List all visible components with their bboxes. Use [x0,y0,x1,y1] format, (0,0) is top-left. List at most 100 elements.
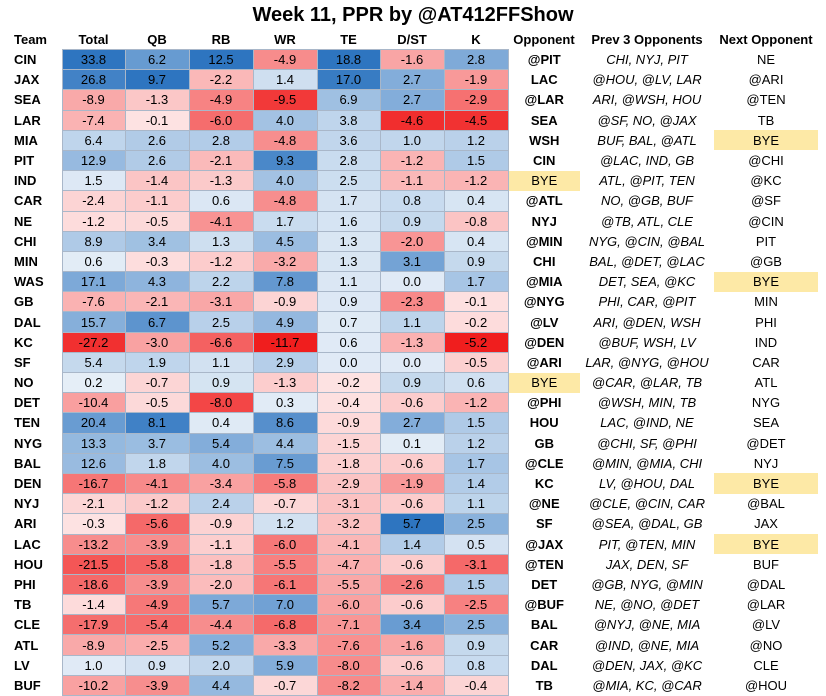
total-value-cell: -10.2 [61,674,126,696]
opponent-cell: @PIT [527,52,561,68]
qb-value-cell: -2.1 [124,291,190,313]
opponent-cell: TB [535,677,553,693]
team-cell: BUF [14,677,41,693]
table-row: TEN 20.4 8.1 0.4 8.6 -0.9 2.7 1.5 HOU LAC, @IND, … [2,412,818,434]
dst-value-cell: -0.6 [379,493,445,515]
team-cell: CAR [14,193,43,209]
dst-value-cell: -1.2 [379,149,445,172]
total-value-cell: -8.9 [61,634,126,656]
header-k: K [471,32,481,47]
wr-value-cell: 4.4 [252,432,318,454]
opponent-cell: CHI [533,253,556,269]
k-value-cell: 1.5 [443,412,509,434]
header-team: Team [14,32,47,48]
dst-value-cell: -0.6 [379,553,445,575]
k-value-cell: -0.4 [443,674,509,696]
prev-opponents-cell: BUF, BAL, @ATL [597,132,697,148]
qb-value-cell: -3.9 [124,533,190,555]
te-value-cell: 0.0 [316,351,381,374]
wr-value-cell: -4.8 [252,190,318,212]
rb-value-cell: -4.1 [188,210,254,232]
table-row: LAC -13.2 -3.9 -1.1 -6.0 -4.1 1.4 0.5 @JAX PIT, @… [2,533,818,555]
table-row: JAX 26.8 9.7 -2.2 1.4 17.0 2.7 -1.9 LAC @HOU, @LV… [2,69,818,91]
opponent-cell: @BUF [524,597,564,613]
qb-value-cell: 2.6 [124,129,190,151]
prev-opponents-cell: NYG, @CIN, @BAL [589,233,705,249]
te-value-cell: -0.2 [316,371,381,394]
rb-value-cell: -8.0 [188,392,254,414]
total-value-cell: 12.9 [61,149,126,172]
team-cell: PIT [14,153,35,169]
prev-opponents-cell: @HOU, @LV, LAR [592,72,702,88]
total-value-cell: 5.4 [61,351,126,374]
qb-value-cell: -3.9 [124,573,190,596]
total-value-cell: 15.7 [61,311,126,333]
prev-opponents-cell: @CLE, @CIN, CAR [589,496,705,512]
wr-value-cell: 7.8 [252,271,318,293]
prev-opponents-cell: NE, @NO, @DET [594,597,700,613]
k-value-cell: 1.5 [443,573,509,596]
team-cell: PHI [14,576,36,592]
prev-opponents-cell: PIT, @TEN, MIN [598,536,696,552]
table-row: PIT 12.9 2.6 -2.1 9.3 2.8 -1.2 1.5 CIN @LAC, IND,… [2,149,818,172]
header-rb: RB [211,32,231,47]
rb-value-cell: -6.6 [188,331,254,353]
qb-value-cell: 1.8 [124,452,190,474]
qb-value-cell: -1.1 [124,190,190,212]
opponent-cell: @LV [530,314,559,330]
total-value-cell: 33.8 [61,48,126,71]
k-value-cell: -0.8 [443,210,509,232]
opponent-cell: HOU [529,415,559,431]
wr-value-cell: -4.9 [252,48,318,71]
qb-value-cell: 6.7 [124,311,190,333]
next-opponent-cell: TB [757,112,775,128]
header-dst: D/ST [397,32,427,47]
dst-value-cell: 0.1 [379,432,445,454]
prev-opponents-cell: ARI, @DEN, WSH [593,314,701,330]
opponent-cell: @MIA [525,274,563,290]
header-qb: QB [147,32,167,47]
opponent-cell: CAR [530,637,559,653]
dst-value-cell: -0.6 [379,392,445,414]
k-value-cell: -3.1 [443,553,509,575]
dst-value-cell: 1.0 [379,129,445,151]
prev-opponents-cell: @CAR, @LAR, TB [591,375,703,391]
table-row: KC -27.2 -3.0 -6.6 -11.7 0.6 -1.3 -5.2 @DEN @BUF,… [2,331,818,353]
te-value-cell: -4.7 [316,553,381,575]
te-value-cell: -6.0 [316,594,381,616]
table-row: WAS 17.1 4.3 2.2 7.8 1.1 0.0 1.7 @MIA DET, SEA, @… [2,271,818,293]
total-value-cell: 6.4 [61,129,126,151]
te-value-cell: 0.7 [316,311,381,333]
next-opponent-cell: @NO [749,637,783,653]
wr-value-cell: 4.5 [252,230,318,252]
dst-value-cell: -1.1 [379,170,445,192]
wr-value-cell: 1.7 [252,210,318,232]
team-cell: CHI [14,233,37,249]
te-value-cell: 3.8 [316,109,381,131]
wr-value-cell: 7.5 [252,452,318,474]
team-cell: ATL [14,637,39,653]
prev-opponents-cell: PHI, CAR, @PIT [598,294,696,310]
k-value-cell: 0.8 [443,654,509,676]
rb-value-cell: 0.6 [188,190,254,212]
prev-opponents-cell: BAL, @DET, @LAC [589,253,705,269]
rb-value-cell: -2.1 [188,149,254,172]
opponent-cell: @NE [528,496,560,512]
wr-value-cell: -3.2 [252,250,318,273]
header-te: TE [340,32,357,47]
next-opponent-cell: PHI [755,314,777,330]
team-cell: CIN [14,52,37,68]
next-opponent-cell: @ARI [748,72,784,88]
team-cell: DET [14,395,40,411]
rb-value-cell: 12.5 [188,48,254,71]
team-cell: HOU [14,556,43,572]
total-value-cell: -18.6 [61,573,126,596]
opponent-cell: @DEN [524,334,565,350]
wr-value-cell: 7.0 [252,594,318,616]
next-opponent-cell: ATL [754,375,778,391]
table-row: IND 1.5 -1.4 -1.3 4.0 2.5 -1.1 -1.2 BYE ATL, @PIT… [2,170,818,192]
te-value-cell: -8.0 [316,654,381,676]
dst-value-cell: -1.3 [379,331,445,353]
te-value-cell: -2.9 [316,472,381,495]
prev-opponents-cell: @WSH, MIN, TB [597,395,697,411]
